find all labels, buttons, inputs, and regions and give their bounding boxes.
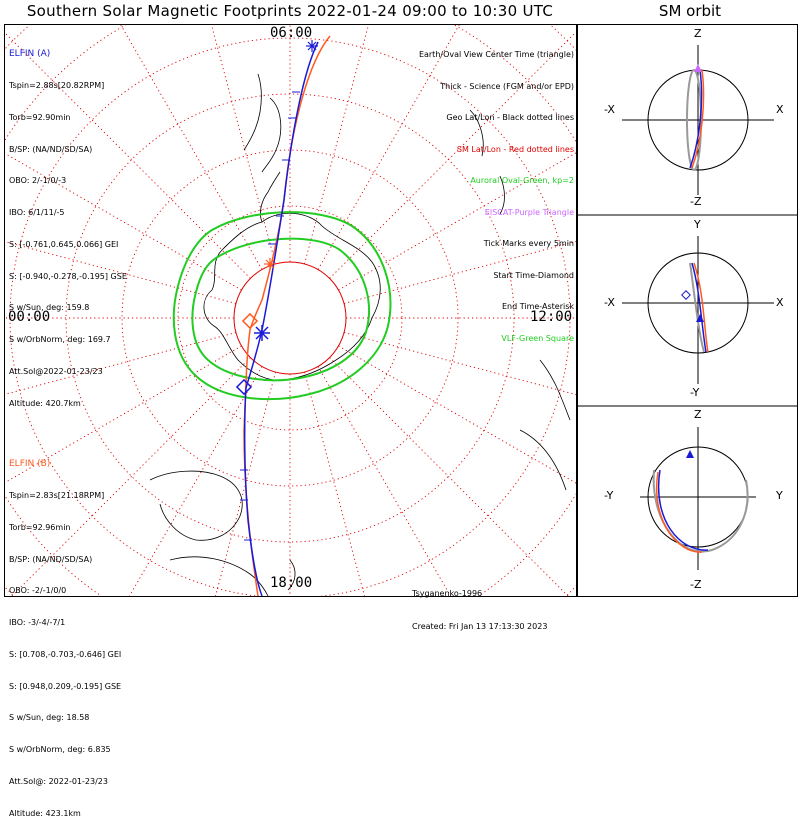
clock-label-top: 06:00 [270, 25, 313, 41]
sat-b-info: ELFIN (B) Tspin=2.83s[21.18RPM] Torb=92.… [9, 438, 121, 830]
satellite-tracks [243, 35, 331, 597]
legend-item: Geo Lat/Lon - Black dotted lines [446, 113, 574, 122]
orbit-frame [577, 24, 798, 597]
page-title: Southern Solar Magnetic Footprints 2022-… [26, 2, 554, 20]
sat-a-line: OBO: 2/-1/0/-3 [9, 176, 67, 186]
sat-b-line: Altitude: 423.1km [9, 808, 81, 818]
sm-longitude-line [5, 32, 251, 279]
sm-latitude-circle [177, 205, 403, 431]
end-asterisk-a [254, 325, 270, 341]
legend-item: VLF-Green Square [501, 333, 574, 343]
sm-latitude-circle [9, 37, 571, 596]
orbit3-right-label: Y [776, 489, 783, 502]
orbit1-right-label: X [776, 103, 784, 116]
sat-a-line: S w/Sun, deg: 159.8 [9, 303, 90, 313]
orbit2-bottom-label: -Y [690, 386, 700, 399]
orbit-panel-xz [622, 45, 774, 195]
orbit1-bottom-label: -Z [690, 195, 702, 208]
orbit3-left-label: -Y [604, 489, 614, 502]
sat-b-line: Torb=92.96min [9, 522, 71, 532]
sm-longitude-line [329, 357, 569, 596]
south-america-coastline [243, 73, 282, 173]
orbit2-left-label: -X [604, 296, 615, 309]
orbit3-bottom-label: -Z [690, 578, 702, 591]
sat-a-line: Torb=92.90min [9, 112, 71, 122]
end-asterisk-a-top [306, 40, 318, 52]
orbit2-top-label: Y [694, 218, 701, 231]
africa-coastline [149, 470, 269, 597]
legend-item: Start Time-Diamond [493, 270, 574, 280]
auroral-ovals [172, 211, 392, 401]
sat-a-line: Altitude: 420.7km [9, 398, 81, 408]
sat-a-line: S: [-0.940,-0.278,-0.195] GSE [9, 271, 127, 281]
australia-coastline [519, 359, 571, 491]
sm-latitude-circle [121, 149, 459, 487]
sat-b-line: Att.Sol@: 2022-01-23/23 [9, 777, 108, 786]
orbit1-top-label: Z [694, 27, 702, 40]
auroral-oval-outer [172, 211, 392, 401]
sm-longitude-line [329, 31, 576, 279]
sat-a-line: B/SP: (NA/ND/SD/SA) [9, 144, 93, 154]
start-diamond-b [241, 312, 259, 330]
new-zealand-coastline [469, 109, 505, 215]
end-asterisk-b [264, 258, 276, 270]
sat-b-line: S w/OrbNorm, deg: 6.835 [9, 745, 111, 755]
tick-marks [240, 91, 300, 541]
sat-b-line: S: [0.708,-0.703,-0.646] GEI [9, 649, 122, 659]
sat-a-info: ELFIN (A) Tspin=2.88s[20.82RPM] Torb=92.… [9, 28, 127, 420]
footprint-map [4, 24, 798, 597]
orbit-panels [622, 45, 774, 570]
legend-item: End Time-Asterisk [501, 302, 574, 311]
orbit-title: SM orbit [658, 2, 722, 20]
sat-b-line: IBO: -3/-4/-7/1 [9, 618, 66, 628]
clock-label-right: 12:00 [530, 309, 573, 325]
sat-a-line: Att.Sol@2022-01-23/23 [9, 367, 103, 376]
sat-a-line: Tspin=2.88s[20.82RPM] [9, 80, 105, 90]
madagascar-coastline [287, 559, 296, 591]
sat-b-line: Tspin=2.83s[21.18RPM] [9, 490, 105, 500]
sat-b-line: B/SP: (NA/ND/SD/SA) [9, 554, 93, 564]
sm-latlon-grid [5, 25, 576, 596]
legend-item: EISCAT-Purple Triangle [484, 207, 574, 217]
sat-a-name: ELFIN (A) [9, 49, 51, 60]
orbit2-right-label: X [776, 296, 784, 309]
sat-a-line: IBO: 6/1/11/-5 [9, 208, 65, 218]
clock-label-bottom: 18:00 [270, 575, 313, 591]
sat-b-line: OBO: -2/-1/0/0 [9, 586, 67, 596]
track-markers [235, 40, 318, 541]
legend-item: Earth/Oval View Center Time (triangle) [418, 50, 574, 59]
legend-item: Tick Marks every 5min [483, 239, 574, 248]
credit-author: Tsyganenko-1996 [412, 589, 483, 598]
sm-longitude-line [11, 357, 251, 596]
sat-a-line: S w/OrbNorm, deg: 169.7 [9, 335, 111, 345]
sat-b-line: S: [0.948,0.209,-0.195] GSE [9, 681, 122, 691]
credit-created: Created: Fri Jan 13 17:13:30 2023 [412, 622, 548, 631]
sat-b-name: ELFIN (B) [9, 459, 51, 470]
orbit1-left-label: -X [604, 103, 615, 116]
clock-label-left: 00:00 [8, 309, 51, 325]
legend-item: Thick - Science (FGM and/or EPD) [440, 81, 574, 91]
peninsula-coastline [260, 171, 281, 223]
start-diamond-a [235, 378, 253, 396]
legend-item: Auroral Oval-Green, kp=2 [470, 176, 574, 185]
sat-b-line: S w/Sun, deg: 18.58 [9, 713, 90, 723]
sat-a-line: S: [-0.761,0.645,0.066] GEI [9, 239, 119, 249]
credit: Tsyganenko-1996 Created: Fri Jan 13 17:1… [412, 566, 547, 643]
auroral-oval-inner [191, 237, 370, 382]
orbit-panel-xy [622, 236, 774, 384]
orbit3-top-label: Z [694, 408, 702, 421]
legend: Earth/Oval View Center Time (triangle) T… [419, 29, 574, 355]
orbit-panel-yz [640, 427, 756, 570]
track-elfin-a [243, 41, 319, 597]
map-frame [4, 24, 577, 597]
legend-item: SM Lat/Lon - Red dotted lines [456, 144, 574, 154]
